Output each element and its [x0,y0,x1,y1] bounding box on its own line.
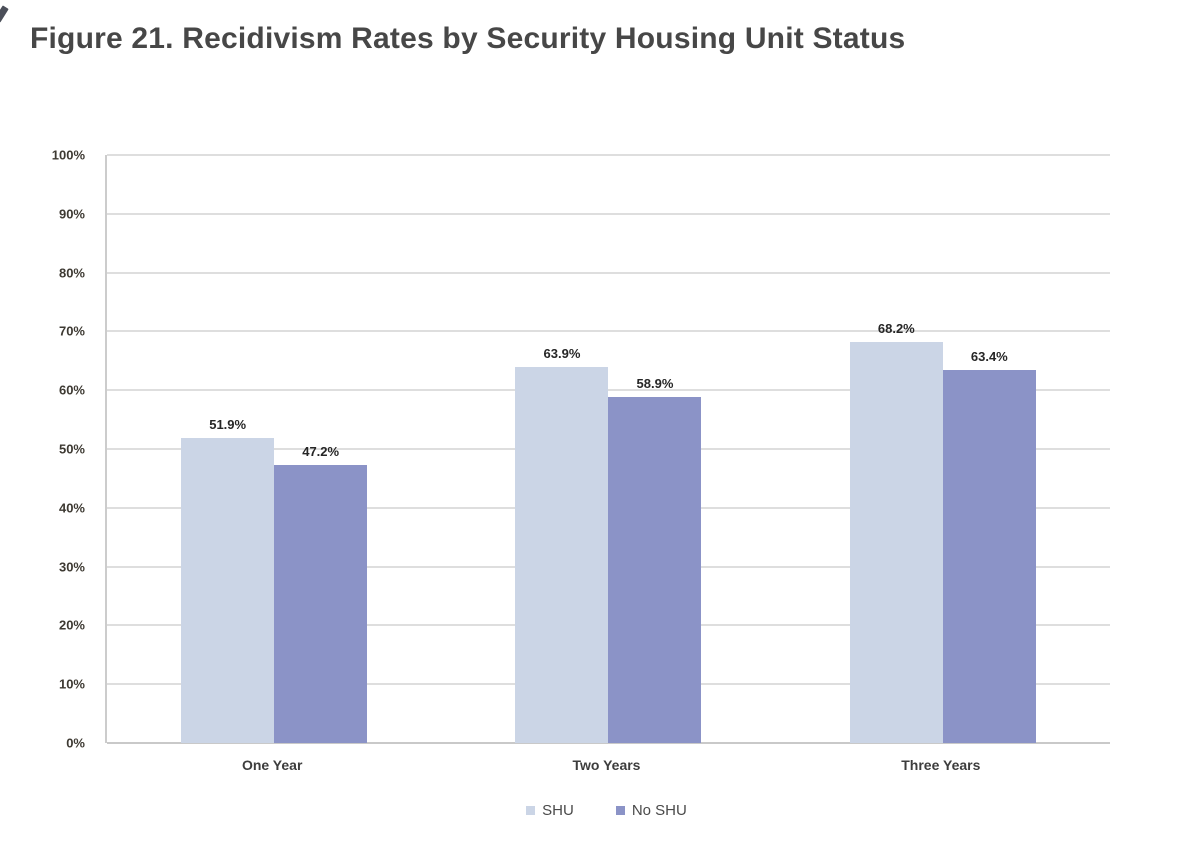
y-axis-tick-label: 50% [58,441,85,457]
y-axis-tick-label: 70% [58,323,85,339]
bar-value-label: 47.2% [302,444,340,460]
gridline [107,212,1110,215]
category-label: One Year [241,757,303,773]
bar-value-label: 51.9% [209,416,247,432]
legend: SHU No SHU [105,802,1108,819]
y-axis-tick-label: 60% [58,382,85,398]
bar-no-shu: 47.2% [274,444,368,743]
legend-item-shu: SHU [526,802,574,819]
bar-no-shu: 58.9% [608,376,702,743]
bar-shu: 63.9% [515,346,609,743]
plot-area: 51.9% 47.2% 63.9% 58.9% 68.2% 63.4% [105,154,1110,744]
x-axis-line [107,742,1110,744]
legend-swatch [526,806,536,815]
y-axis-tick-label: 90% [58,206,85,222]
y-axis: 0% 10% 20% 30% 40% 50% 60% 70% 80% 90% 100% [0,149,95,750]
bar-group-three-years: 68.2% 63.4% [776,155,1110,743]
gridline [107,330,1110,333]
bar-value-label: 63.4% [970,349,1008,365]
y-axis-tick-label: 0% [66,735,85,751]
x-axis: One Year Two Years Three Years [105,757,1108,773]
gridline [107,271,1110,274]
gridline [107,389,1110,392]
bar-value-label: 58.9% [636,375,674,391]
bar-value-label: 68.2% [877,320,915,336]
y-axis-tick-label: 80% [58,265,85,281]
category-label: Two Years [572,757,641,773]
category-label: Three Years [901,757,981,773]
y-axis-tick-label: 30% [58,559,85,575]
legend-item-no-shu: No SHU [615,802,687,819]
legend-label: No SHU [631,802,687,819]
bar-group-two-years: 63.9% 58.9% [441,155,775,743]
bar-no-shu: 63.4% [942,349,1036,743]
bar-shu: 51.9% [181,417,275,743]
bar-shu: 68.2% [849,321,943,743]
legend-swatch [615,806,625,815]
y-axis-tick-label: 40% [58,500,85,516]
scan-artifact [0,5,9,23]
bar-group-one-year: 51.9% 47.2% [107,155,441,743]
bar-value-label: 63.9% [543,346,581,362]
gridline [107,154,1110,156]
figure-title: Figure 21. Recidivism Rates by Security … [30,22,906,55]
y-axis-tick-label: 10% [58,676,85,692]
legend-label: SHU [542,802,574,819]
y-axis-tick-label: 20% [58,617,85,633]
y-axis-tick-label: 100% [51,147,85,163]
